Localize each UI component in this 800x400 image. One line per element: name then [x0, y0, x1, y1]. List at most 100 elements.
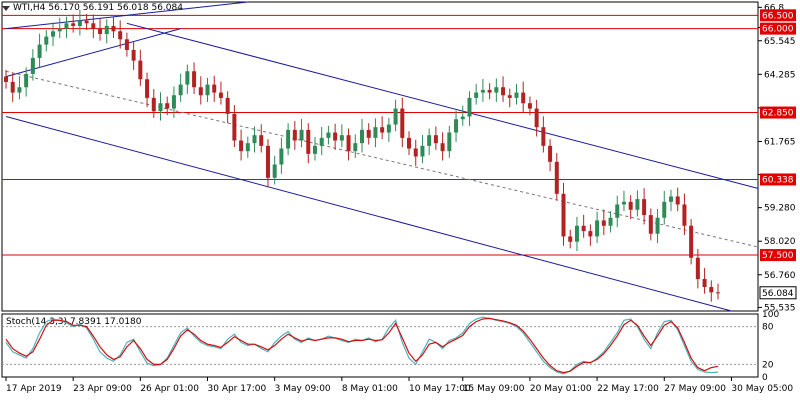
- candle-body: [44, 36, 49, 45]
- candle-body: [77, 20, 82, 26]
- candle-body: [360, 129, 364, 144]
- candle-body: [286, 129, 291, 149]
- candle-body: [407, 137, 412, 149]
- candle-body: [138, 60, 143, 80]
- candle-body: [299, 129, 304, 141]
- candle-body: [131, 49, 136, 61]
- trend-line-upper-channel-bottom: [5, 28, 181, 78]
- candle-body: [312, 145, 317, 154]
- stoch-level-label: 0: [762, 373, 768, 383]
- candle-body: [353, 143, 358, 152]
- candle-body: [111, 25, 116, 32]
- y-axis-label: 66.8: [764, 3, 784, 13]
- candle-body: [380, 127, 385, 133]
- candle-body: [487, 89, 492, 93]
- candle-body: [292, 129, 297, 141]
- candle-body: [420, 145, 425, 157]
- candle-body: [252, 135, 257, 144]
- candle-body: [501, 87, 506, 96]
- candle-body: [601, 220, 606, 226]
- y-axis-label: 55.535: [764, 303, 796, 313]
- trend-line-upper-channel-top: [5, 1, 248, 30]
- candle-body: [400, 108, 405, 138]
- candle-body: [514, 92, 519, 98]
- level-price-label: 66.500: [762, 11, 794, 21]
- level-price-tag: [760, 22, 796, 35]
- candle-body: [595, 220, 600, 237]
- candle-body: [480, 89, 485, 93]
- candle-body: [655, 217, 660, 234]
- y-axis-label: 58.020: [764, 237, 796, 247]
- x-axis-label: 22 May 17:00: [597, 384, 659, 394]
- level-price-tag: [760, 173, 796, 186]
- candle-body: [662, 201, 667, 218]
- x-axis-label: 3 May 09:00: [275, 384, 331, 394]
- candle-body: [561, 193, 566, 237]
- candle-body: [339, 135, 344, 141]
- level-price-tag: [760, 9, 796, 22]
- candle-body: [98, 28, 103, 34]
- x-axis-label: 23 Apr 09:00: [73, 384, 132, 394]
- symbol-info: WTI,H4: [13, 3, 46, 13]
- x-axis-label: 27 May 09:00: [664, 384, 726, 394]
- x-axis-label: 30 Apr 17:00: [208, 384, 267, 394]
- current-price-tag: [759, 286, 797, 300]
- y-axis-label: 59.280: [764, 204, 796, 214]
- candle-body: [165, 103, 170, 109]
- candle-body: [239, 140, 244, 152]
- candle-body: [440, 143, 445, 152]
- candle-body: [534, 108, 539, 128]
- candle-body: [346, 135, 351, 152]
- candle-body: [24, 73, 29, 88]
- candle-body: [37, 44, 42, 58]
- candle-body: [554, 161, 559, 194]
- level-price-label: 57.500: [762, 251, 794, 261]
- x-axis-label: 15 May 09:00: [463, 384, 525, 394]
- candle-body: [272, 164, 277, 178]
- level-price-label: 66.000: [762, 25, 794, 35]
- candle-body: [265, 145, 270, 178]
- x-axis-label: 26 Apr 01:00: [140, 384, 199, 394]
- candle-body: [474, 92, 479, 98]
- candle-body: [319, 137, 324, 146]
- candle-body: [386, 124, 391, 133]
- candle-body: [527, 103, 532, 109]
- candle-body: [689, 225, 694, 258]
- candle-body: [621, 201, 626, 205]
- candle-body: [198, 87, 203, 96]
- candle-body: [326, 132, 331, 138]
- candle-body: [366, 129, 371, 138]
- main-plot-frame: [1, 1, 759, 312]
- oscillator-values: 7.8391 17.0180: [69, 317, 142, 327]
- oscillator-title: Stoch(14,3,3): [6, 317, 68, 327]
- candle-body: [333, 132, 338, 141]
- candle-body: [642, 199, 647, 216]
- level-price-tag: [760, 249, 796, 262]
- candle-body: [494, 87, 499, 93]
- candle-body: [695, 257, 700, 280]
- oscillator-header: Stoch(14,3,3) 7.8391 17.0180: [6, 317, 142, 327]
- candle-body: [447, 132, 452, 152]
- candle-body: [218, 92, 223, 98]
- candle-body: [709, 287, 714, 293]
- candle-body: [675, 196, 680, 205]
- candle-body: [185, 71, 190, 85]
- candle-body: [64, 23, 69, 29]
- candle-body: [608, 217, 613, 226]
- candle-body: [104, 25, 109, 34]
- symbol-dropdown-icon[interactable]: [2, 5, 10, 11]
- candle-body: [71, 23, 76, 26]
- candle-body: [4, 76, 8, 82]
- level-price-label: 62.850: [762, 109, 794, 119]
- candle-body: [454, 119, 459, 133]
- candle-body: [225, 97, 230, 114]
- candle-body: [84, 20, 89, 24]
- candle-body: [427, 135, 432, 146]
- y-axis-label: 64.285: [764, 70, 796, 80]
- candle-body: [158, 103, 163, 112]
- candle-body: [635, 199, 640, 210]
- level-price-tag: [760, 106, 796, 119]
- candle-body: [91, 23, 96, 29]
- candle-body: [192, 71, 197, 88]
